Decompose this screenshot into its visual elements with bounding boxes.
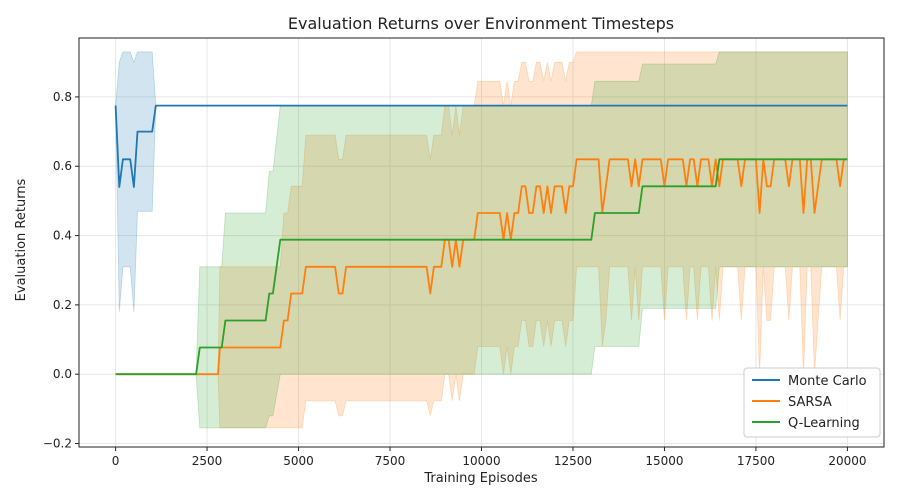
legend-label-monte-carlo: Monte Carlo [788,374,867,389]
x-tick-label: 15000 [645,454,683,468]
y-axis-title: Evaluation Returns [14,178,29,301]
legend: Monte Carlo SARSA Q-Learning [743,367,881,438]
x-tick-label: 12500 [554,454,592,468]
y-axis-ticks: −0.2 0.0 0.2 0.4 0.6 0.8 [43,90,79,451]
x-tick-label: 20000 [828,454,866,468]
y-tick-label: 0.4 [53,229,72,243]
x-tick-label: 10000 [462,454,500,468]
q-learning-line [115,158,848,376]
monte-carlo-line [114,104,848,188]
legend-box [743,367,881,438]
chart-title: Evaluation Returns over Environment Time… [288,14,674,33]
sarsa-line [115,158,848,376]
x-tick-label: 17500 [737,454,775,468]
x-axis-title: Training Episodes [423,471,537,486]
x-axis-ticks: 0 2500 5000 7500 10000 12500 15000 17500 20000 [112,447,867,468]
x-tick-label: 5000 [283,454,314,468]
y-tick-label: −0.2 [43,437,72,451]
x-tick-label: 2500 [192,454,223,468]
y-tick-label: 0.2 [53,298,72,312]
legend-label-q-learning: Q-Learning [788,416,860,431]
legend-label-sarsa: SARSA [788,395,832,410]
monte-carlo-band [115,51,848,312]
y-tick-label: 0.6 [53,159,72,173]
x-tick-label: 7500 [375,454,406,468]
series-lines [114,104,848,376]
y-tick-label: 0.0 [53,367,72,381]
y-tick-label: 0.8 [53,90,72,104]
x-tick-label: 0 [112,454,120,468]
